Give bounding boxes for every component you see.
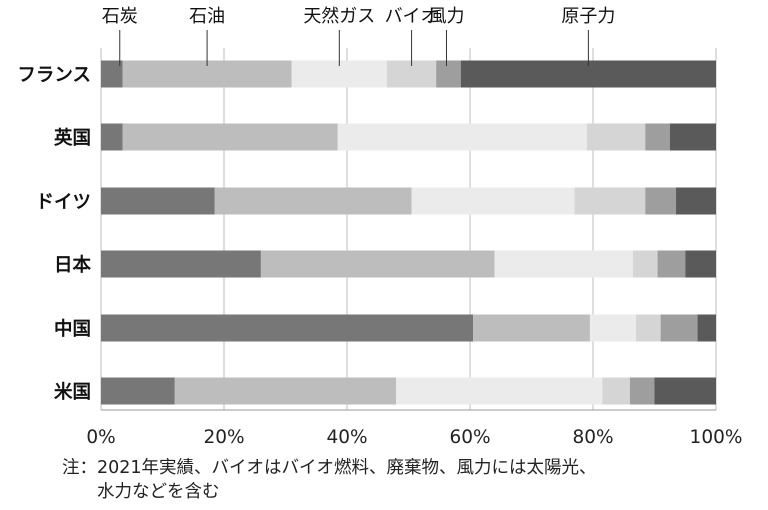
category-label: 米国 <box>54 381 91 403</box>
series-callout-label: バイオ <box>385 6 439 27</box>
series-callout-label: 風力 <box>428 6 464 27</box>
bar-segment <box>632 250 658 278</box>
bar-segment <box>494 250 633 278</box>
bar-segment <box>669 123 716 151</box>
bar-segment <box>602 377 630 405</box>
bar-segment <box>436 60 461 88</box>
bar-segment <box>214 187 412 215</box>
footnote-line-2: 水力などを含む <box>97 482 220 502</box>
bar-segment <box>411 187 575 215</box>
x-tick-label: 0% <box>86 427 115 448</box>
bar-segment <box>676 187 716 215</box>
footnote: 注：2021年実績、バイオはバイオ燃料、廃棄物、風力には太陽光、 水力などを含む <box>62 456 597 504</box>
bar-segment <box>174 377 397 405</box>
grid-lines <box>100 48 717 411</box>
bar-segment <box>396 377 603 405</box>
bar-segment <box>645 187 677 215</box>
bar-segment <box>101 123 123 151</box>
bar-segment <box>337 123 587 151</box>
bars <box>101 60 716 405</box>
category-label: フランス <box>17 65 91 86</box>
bar-segment <box>586 123 646 151</box>
bar-segment <box>660 314 698 342</box>
x-tick-labels: 0% 20% 40% 60% 80% 100% <box>86 427 742 448</box>
bar-segment <box>697 314 716 342</box>
series-callout-label: 石油 <box>189 6 225 27</box>
bar-segment <box>101 60 123 88</box>
category-label: ドイツ <box>35 192 91 213</box>
bar-segment <box>654 377 716 405</box>
bar-segment <box>260 250 495 278</box>
series-callout-label: 天然ガス <box>303 6 375 27</box>
bar-segment <box>473 314 590 342</box>
bar-segment <box>657 250 686 278</box>
x-tick-label: 100% <box>690 427 743 448</box>
x-tick-label: 60% <box>449 427 490 448</box>
x-tick-label: 20% <box>203 427 244 448</box>
bar-segment <box>629 377 655 405</box>
bar-segment <box>685 250 716 278</box>
series-callout-label: 原子力 <box>561 6 615 27</box>
category-label: 英国 <box>53 127 91 149</box>
bar-segment <box>122 123 338 151</box>
bar-segment <box>101 314 474 342</box>
category-label: 日本 <box>54 254 92 276</box>
category-label: 中国 <box>54 318 91 340</box>
x-tick-label: 40% <box>326 427 367 448</box>
footnote-line-1: 注：2021年実績、バイオはバイオ燃料、廃棄物、風力には太陽光、 <box>62 458 597 478</box>
bar-segment <box>101 187 215 215</box>
bar-segment <box>645 123 670 151</box>
bar-segment <box>101 250 261 278</box>
bar-segment <box>574 187 646 215</box>
x-tick-label: 80% <box>572 427 613 448</box>
series-callout-label: 石炭 <box>102 6 138 27</box>
bar-segment <box>101 377 175 405</box>
bar-segment <box>636 314 661 342</box>
bar-segment <box>589 314 637 342</box>
